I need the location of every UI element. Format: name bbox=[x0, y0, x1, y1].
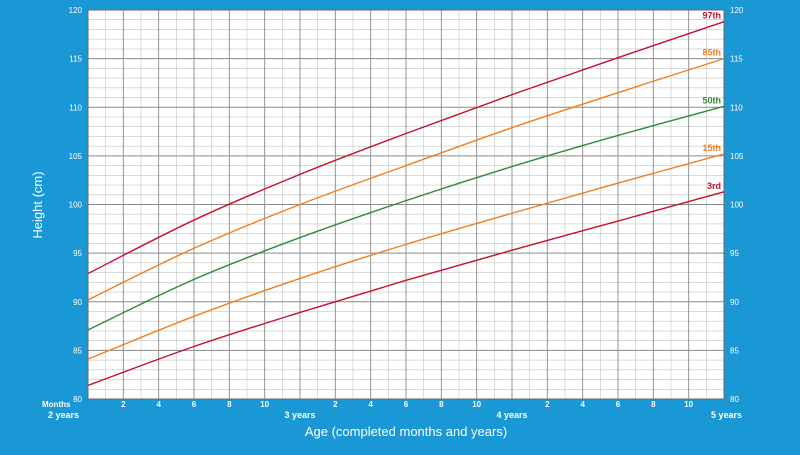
y-axis-title: Height (cm) bbox=[30, 171, 45, 238]
x-tick-label-month: 2 bbox=[545, 400, 550, 409]
x-tick-label-month: 8 bbox=[651, 400, 656, 409]
x-tick-label-month: 4 bbox=[580, 400, 585, 409]
x-tick-label-month: 8 bbox=[439, 400, 444, 409]
y-tick-label-left: 115 bbox=[69, 55, 82, 64]
series-labels: 97th 85th 50th 15th 3rd bbox=[702, 11, 721, 191]
x-tick-label-year: 5 years bbox=[711, 410, 742, 420]
x-tick-label-month: 2 bbox=[333, 400, 338, 409]
series-line-85th bbox=[87, 57, 725, 301]
y-tick-label-left: 110 bbox=[69, 103, 82, 112]
major-grid bbox=[87, 9, 725, 400]
x-tick-label-year: 3 years bbox=[284, 410, 315, 420]
series-line-97th bbox=[87, 21, 725, 275]
x-tick-label-year: 4 years bbox=[496, 410, 527, 420]
x-tick-label-month: 10 bbox=[684, 400, 693, 409]
y-tick-label-right: 105 bbox=[730, 152, 744, 161]
y-tick-label-left: 85 bbox=[73, 346, 82, 355]
y-tick-label-right: 110 bbox=[730, 103, 743, 112]
plot-border bbox=[87, 9, 725, 400]
y-axis-left: 80 85 90 95 100 105 110 115 120 bbox=[69, 6, 83, 404]
y-tick-label-left: 95 bbox=[73, 249, 82, 258]
series-label-97th: 97th bbox=[702, 11, 721, 21]
y-tick-label-right: 120 bbox=[730, 6, 744, 15]
y-tick-label-left: 100 bbox=[69, 201, 83, 210]
series-line-3rd bbox=[87, 191, 725, 387]
y-axis-right: 80 85 90 95 100 105 110 115 120 bbox=[730, 6, 744, 404]
y-tick-label-right: 115 bbox=[730, 55, 743, 64]
series-label-15th: 15th bbox=[702, 143, 721, 153]
series-line-50th bbox=[87, 105, 725, 331]
x-tick-label-month: 4 bbox=[368, 400, 373, 409]
series-label-50th: 50th bbox=[702, 95, 721, 105]
x-tick-label-year: 2 years bbox=[48, 410, 79, 420]
x-tick-label-month: 6 bbox=[616, 400, 621, 409]
x-tick-label-month: 10 bbox=[260, 400, 269, 409]
x-axis: 2 years 2 4 6 8 10 3 years 2 4 6 8 10 4 years 2 4 6 8 10 5… bbox=[48, 400, 742, 420]
y-tick-label-left: 105 bbox=[69, 152, 83, 161]
y-tick-label-right: 85 bbox=[730, 346, 739, 355]
x-tick-label-month: 6 bbox=[192, 400, 197, 409]
x-tick-label-month: 6 bbox=[404, 400, 409, 409]
y-tick-label-left: 80 bbox=[73, 395, 82, 404]
series-label-3rd: 3rd bbox=[707, 181, 721, 191]
y-tick-label-right: 95 bbox=[730, 249, 739, 258]
y-tick-label-right: 80 bbox=[730, 395, 739, 404]
x-tick-label-month: 2 bbox=[121, 400, 126, 409]
x-axis-title: Age (completed months and years) bbox=[305, 424, 507, 439]
y-tick-label-right: 90 bbox=[730, 298, 739, 307]
x-tick-label-month: 10 bbox=[472, 400, 481, 409]
x-unit-label: Months bbox=[42, 400, 71, 409]
y-tick-label-right: 100 bbox=[730, 201, 744, 210]
y-tick-label-left: 120 bbox=[69, 6, 83, 15]
series-layer bbox=[87, 21, 725, 387]
series-line-15th bbox=[87, 153, 725, 360]
y-tick-label-left: 90 bbox=[73, 298, 82, 307]
x-tick-label-month: 4 bbox=[156, 400, 161, 409]
x-tick-label-month: 8 bbox=[227, 400, 232, 409]
series-label-85th: 85th bbox=[702, 48, 721, 58]
